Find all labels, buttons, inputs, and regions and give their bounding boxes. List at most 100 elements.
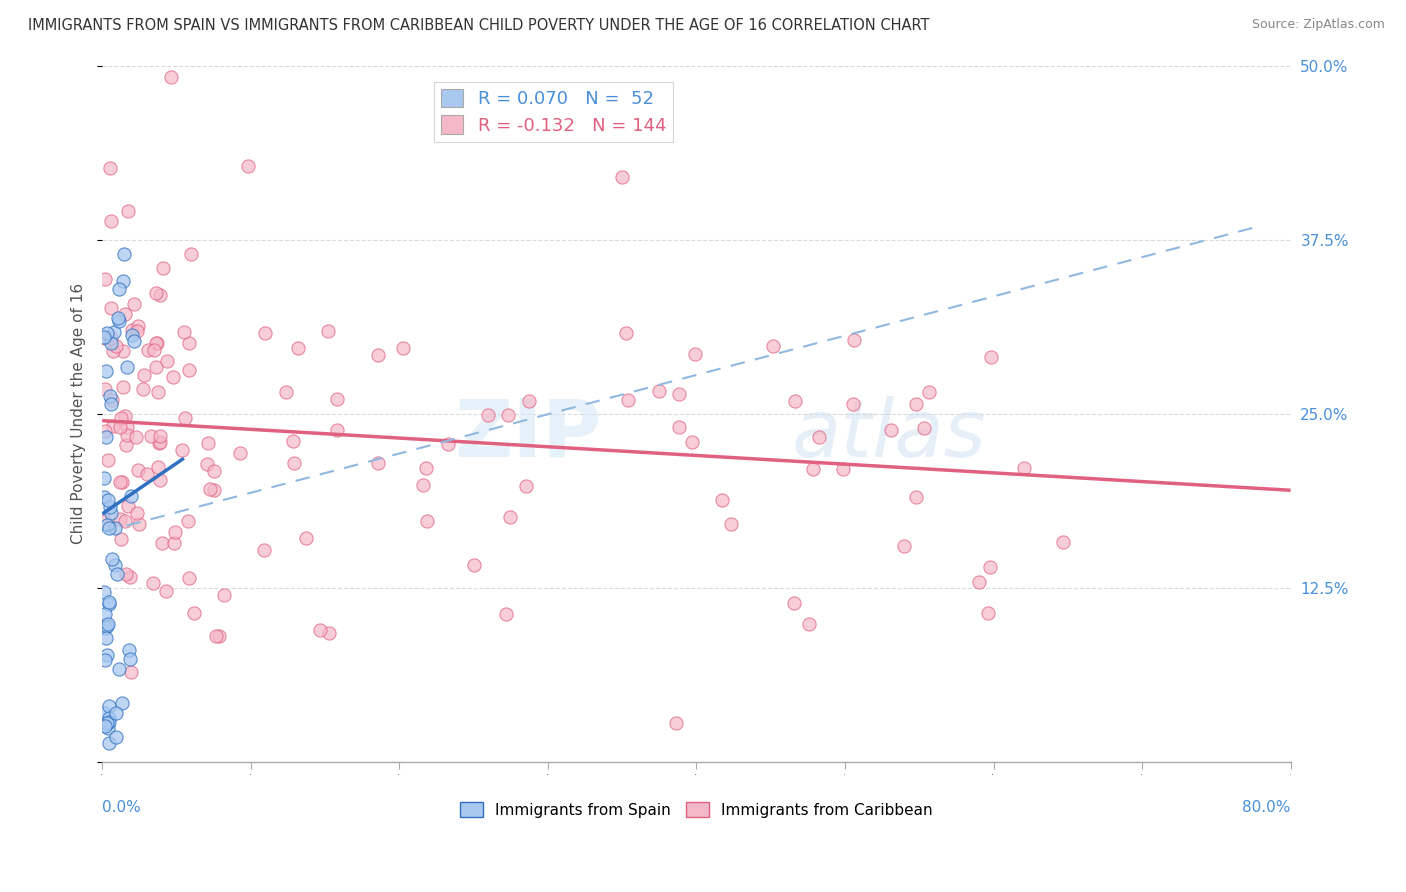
Point [316, 325, 339, 339]
Point [94, 718, 117, 732]
Point [499, 510, 522, 524]
Text: ZIP: ZIP [454, 395, 602, 474]
Point [132, 382, 155, 396]
Point [125, 506, 148, 520]
Text: 0.0%: 0.0% [103, 800, 141, 815]
Point [326, 392, 349, 406]
Point [912, 421, 935, 435]
Point [96, 631, 118, 645]
Point [149, 288, 172, 302]
Text: Source: ZipAtlas.com: Source: ZipAtlas.com [1251, 18, 1385, 31]
Point [94, 331, 117, 345]
Point [170, 442, 193, 457]
Point [318, 625, 340, 640]
Point [125, 430, 148, 444]
Point [163, 524, 186, 539]
Point [967, 574, 990, 589]
Point [195, 457, 218, 471]
Point [893, 539, 915, 553]
Point [108, 512, 131, 526]
Point [101, 343, 124, 358]
Text: IMMIGRANTS FROM SPAIN VS IMMIGRANTS FROM CARIBBEAN CHILD POVERTY UNDER THE AGE O: IMMIGRANTS FROM SPAIN VS IMMIGRANTS FROM… [28, 18, 929, 33]
Point [118, 652, 141, 666]
Point [139, 429, 162, 443]
Point [105, 706, 128, 720]
Point [477, 408, 499, 422]
Point [110, 419, 132, 434]
Point [121, 323, 143, 337]
Point [148, 385, 170, 400]
Point [97, 492, 120, 507]
Point [801, 462, 824, 476]
Point [120, 665, 142, 680]
Point [127, 463, 149, 477]
Point [183, 606, 205, 620]
Point [114, 409, 136, 423]
Point [204, 629, 226, 643]
Point [104, 558, 127, 572]
Point [367, 456, 389, 470]
Point [710, 493, 733, 508]
Point [496, 409, 519, 423]
Point [416, 514, 439, 528]
Point [132, 368, 155, 383]
Point [122, 334, 145, 348]
Point [97, 617, 120, 632]
Point [614, 326, 637, 340]
Point [177, 514, 200, 528]
Point [93, 621, 115, 635]
Point [115, 438, 138, 452]
Point [105, 567, 128, 582]
Point [127, 324, 149, 338]
Point [100, 301, 122, 315]
Point [94, 382, 117, 396]
Point [93, 471, 115, 485]
Point [254, 326, 277, 340]
Point [976, 606, 998, 620]
Point [114, 514, 136, 528]
Point [287, 341, 309, 355]
Point [100, 397, 122, 411]
Point [93, 607, 115, 621]
Point [325, 423, 347, 437]
Point [112, 274, 135, 288]
Point [115, 420, 138, 434]
Point [97, 721, 120, 735]
Point [128, 517, 150, 532]
Point [103, 325, 125, 339]
Point [281, 434, 304, 449]
Point [117, 428, 139, 442]
Point [117, 203, 139, 218]
Point [105, 339, 128, 353]
Text: 80.0%: 80.0% [1243, 800, 1291, 815]
Point [841, 397, 863, 411]
Point [842, 333, 865, 347]
Point [904, 490, 927, 504]
Point [179, 335, 201, 350]
Point [179, 571, 201, 585]
Point [100, 500, 122, 514]
Point [979, 559, 1001, 574]
Point [108, 663, 131, 677]
Point [463, 558, 485, 572]
Point [412, 478, 434, 492]
Point [665, 716, 688, 731]
Point [96, 715, 118, 730]
Point [174, 411, 197, 425]
Point [115, 359, 138, 374]
Point [100, 335, 122, 350]
Point [160, 70, 183, 84]
Point [108, 282, 131, 296]
Point [117, 499, 139, 513]
Point [101, 419, 124, 434]
Point [114, 567, 136, 582]
Point [180, 246, 202, 260]
Point [142, 576, 165, 591]
Legend: R = 0.070   N =  52, R = -0.132   N = 144: R = 0.070 N = 52, R = -0.132 N = 144 [434, 81, 673, 142]
Point [93, 490, 115, 504]
Point [1052, 534, 1074, 549]
Point [202, 464, 225, 478]
Point [785, 394, 807, 409]
Point [108, 475, 131, 489]
Point [101, 552, 124, 566]
